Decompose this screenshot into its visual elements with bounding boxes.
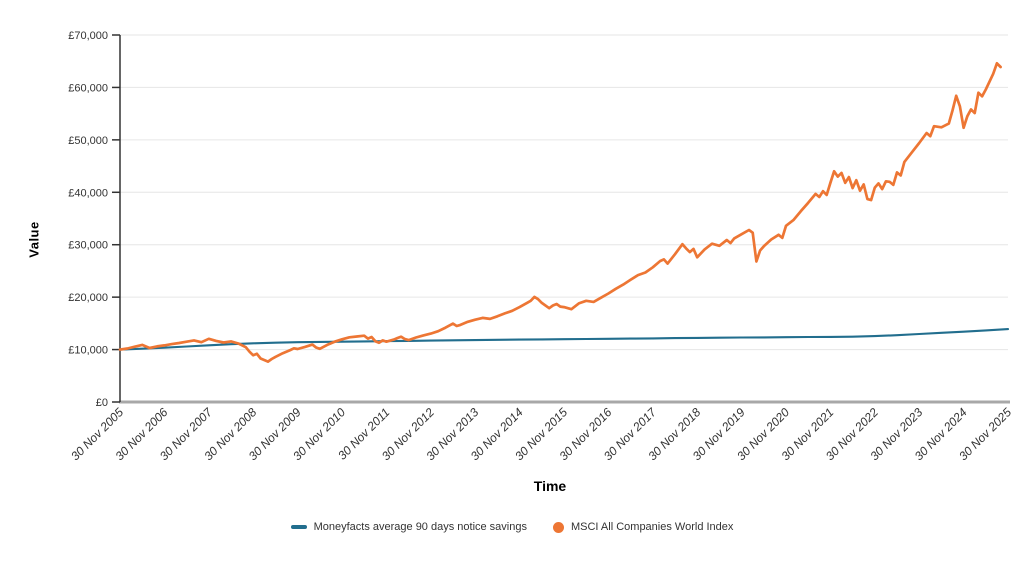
y-tick-label: £0 <box>96 397 108 409</box>
y-tick-label: £20,000 <box>68 292 108 304</box>
legend-dash-marker <box>290 525 307 529</box>
y-tick-label: £70,000 <box>68 30 108 42</box>
series-line-msci <box>118 61 1002 363</box>
y-tick-label: £50,000 <box>68 135 108 147</box>
y-tick-label: £60,000 <box>68 82 108 94</box>
legend: Moneyfacts average 90 days notice saving… <box>0 521 1024 533</box>
series-line-moneyfacts <box>118 328 1010 351</box>
y-tick-label: £40,000 <box>68 187 108 199</box>
y-axis-title: Value <box>26 221 42 258</box>
legend-item-moneyfacts[interactable]: Moneyfacts average 90 days notice saving… <box>290 521 527 533</box>
legend-item-msci[interactable]: MSCI All Companies World Index <box>552 521 734 533</box>
y-tick-label: £30,000 <box>68 240 108 252</box>
legend-label-moneyfacts: Moneyfacts average 90 days notice saving… <box>313 521 527 533</box>
x-axis-title: Time <box>533 478 567 494</box>
y-tick-label: £10,000 <box>68 345 108 357</box>
legend-circle-marker <box>552 521 564 533</box>
legend-label-msci: MSCI All Companies World Index <box>570 521 734 533</box>
